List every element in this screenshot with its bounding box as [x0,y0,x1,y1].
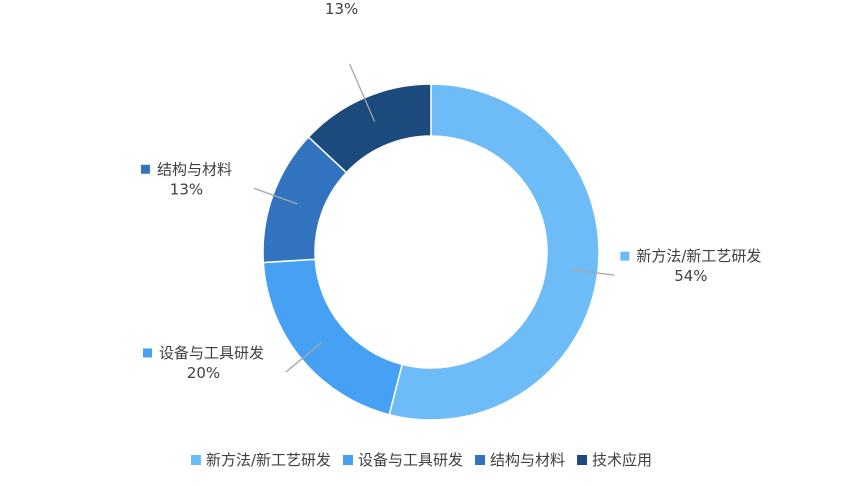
donut-slice-new-method [388,83,600,421]
data-label-marker-equipment-tools [143,348,153,358]
legend-label-tech-application: 技术应用 [592,451,652,469]
legend-item-tech-application: 技术应用 [577,451,652,469]
legend-swatch-tech-application [577,455,588,465]
donut-slices [262,83,600,421]
data-label-category-new-method: 新方法/新工艺研发 [636,247,761,265]
leader-line-structure-material [253,187,298,205]
legend-item-new-method: 新方法/新工艺研发 [190,451,331,469]
data-label-value-structure-material: 13% [170,180,203,198]
donut-slice-equipment-tools [262,258,404,416]
legend-label-structure-material: 结构与材料 [490,451,565,469]
legend-swatch-new-method [190,455,201,465]
leader-lines [253,63,615,373]
leader-line-new-method [571,269,615,276]
data-label-marker-structure-material [140,164,150,174]
leader-line-tech-application [349,63,376,122]
data-label-value-tech-application: 13% [325,0,358,18]
legend-item-equipment-tools: 设备与工具研发 [343,451,463,469]
leader-line-equipment-tools [285,342,323,373]
data-label-value-new-method: 54% [674,267,707,285]
legend-item-structure-material: 结构与材料 [475,451,565,469]
legend-label-new-method: 新方法/新工艺研发 [206,451,331,469]
donut-slice-tech-application [307,83,432,174]
data-label-category-structure-material: 结构与材料 [157,160,232,178]
legend-swatch-equipment-tools [343,455,354,465]
data-label-category-equipment-tools: 设备与工具研发 [159,344,264,362]
legend-label-equipment-tools: 设备与工具研发 [358,451,463,469]
legend-swatch-structure-material [475,455,486,465]
data-label-marker-new-method [620,251,630,261]
legend: 新方法/新工艺研发 设备与工具研发 结构与材料 技术应用 [190,451,652,469]
data-label-value-equipment-tools: 20% [187,364,220,382]
